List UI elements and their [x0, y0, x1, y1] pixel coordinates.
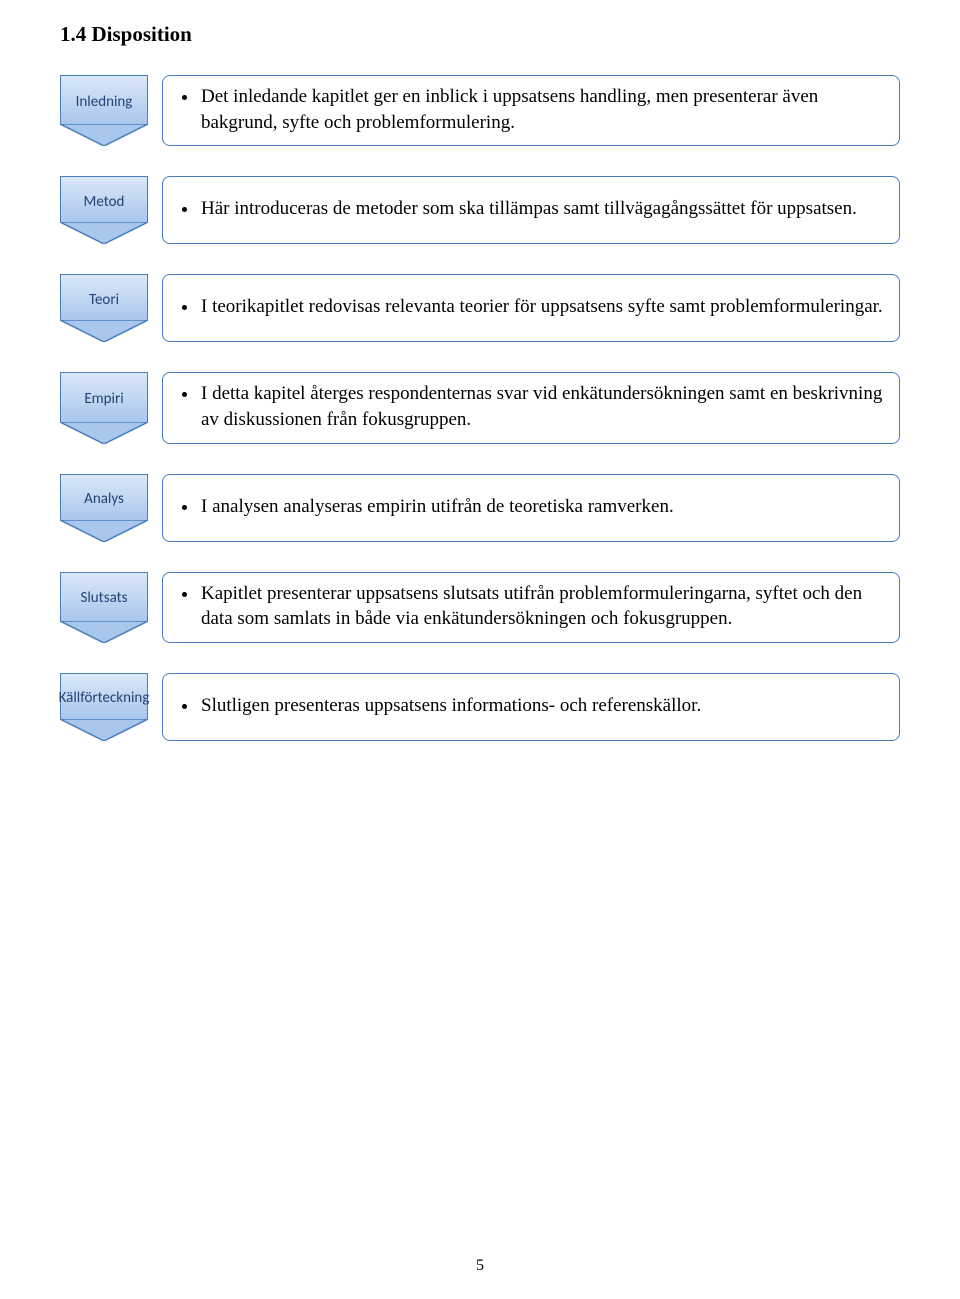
description-text: I teorikapitlet redovisas relevanta teor… [199, 294, 883, 320]
description-box: Kapitlet presenterar uppsatsens slutsats… [162, 572, 900, 643]
description-text: I analysen analyseras empirin utifrån de… [199, 494, 674, 520]
description-text: I detta kapitel återges respondenternas … [199, 381, 885, 432]
disposition-row: Teori I teorikapitlet redovisas relevanta… [60, 274, 900, 342]
chevron-label: Slutsats [60, 572, 148, 643]
chevron-text: Källförteckning [60, 673, 148, 719]
section-heading: 1.4 Disposition [60, 22, 900, 47]
chevron-text: Analys [60, 474, 148, 520]
description-text: Slutligen presenteras uppsatsens informa… [199, 693, 701, 719]
disposition-row: Inledning Det inledande kapitlet ger en i… [60, 75, 900, 146]
chevron-down-icon [60, 422, 148, 444]
page-number: 5 [0, 1257, 960, 1275]
chevron-text: Inledning [60, 75, 148, 124]
description-text: Det inledande kapitlet ger en inblick i … [199, 84, 885, 135]
chevron-down-icon [60, 520, 148, 542]
chevron-down-icon [60, 124, 148, 146]
description-box: I teorikapitlet redovisas relevanta teor… [162, 274, 900, 342]
chevron-text: Empiri [60, 372, 148, 421]
description-box: Det inledande kapitlet ger en inblick i … [162, 75, 900, 146]
chevron-label: Empiri [60, 372, 148, 443]
chevron-down-icon [60, 222, 148, 244]
chevron-label: Inledning [60, 75, 148, 146]
chevron-text: Slutsats [60, 572, 148, 621]
chevron-down-icon [60, 320, 148, 342]
chevron-label: Analys [60, 474, 148, 542]
page: 1.4 Disposition Inledning Det inledande k… [0, 0, 960, 1299]
chevron-text: Teori [60, 274, 148, 320]
description-box: I detta kapitel återges respondenternas … [162, 372, 900, 443]
chevron-text: Metod [60, 176, 148, 222]
disposition-list: Inledning Det inledande kapitlet ger en i… [60, 75, 900, 741]
chevron-label: Metod [60, 176, 148, 244]
description-box: I analysen analyseras empirin utifrån de… [162, 474, 900, 542]
disposition-row: Analys I analysen analyseras empirin utif… [60, 474, 900, 542]
chevron-label: Källförteckning [60, 673, 148, 741]
chevron-down-icon [60, 719, 148, 741]
description-text: Här introduceras de metoder som ska till… [199, 196, 857, 222]
disposition-row: Empiri I detta kapitel återges respondent… [60, 372, 900, 443]
description-box: Här introduceras de metoder som ska till… [162, 176, 900, 244]
disposition-row: Metod Här introduceras de metoder som ska… [60, 176, 900, 244]
disposition-row: Slutsats Kapitlet presenterar uppsatsens … [60, 572, 900, 643]
chevron-label: Teori [60, 274, 148, 342]
chevron-down-icon [60, 621, 148, 643]
description-box: Slutligen presenteras uppsatsens informa… [162, 673, 900, 741]
disposition-row: Källförteckning Slutligen presenteras upp… [60, 673, 900, 741]
description-text: Kapitlet presenterar uppsatsens slutsats… [199, 581, 885, 632]
